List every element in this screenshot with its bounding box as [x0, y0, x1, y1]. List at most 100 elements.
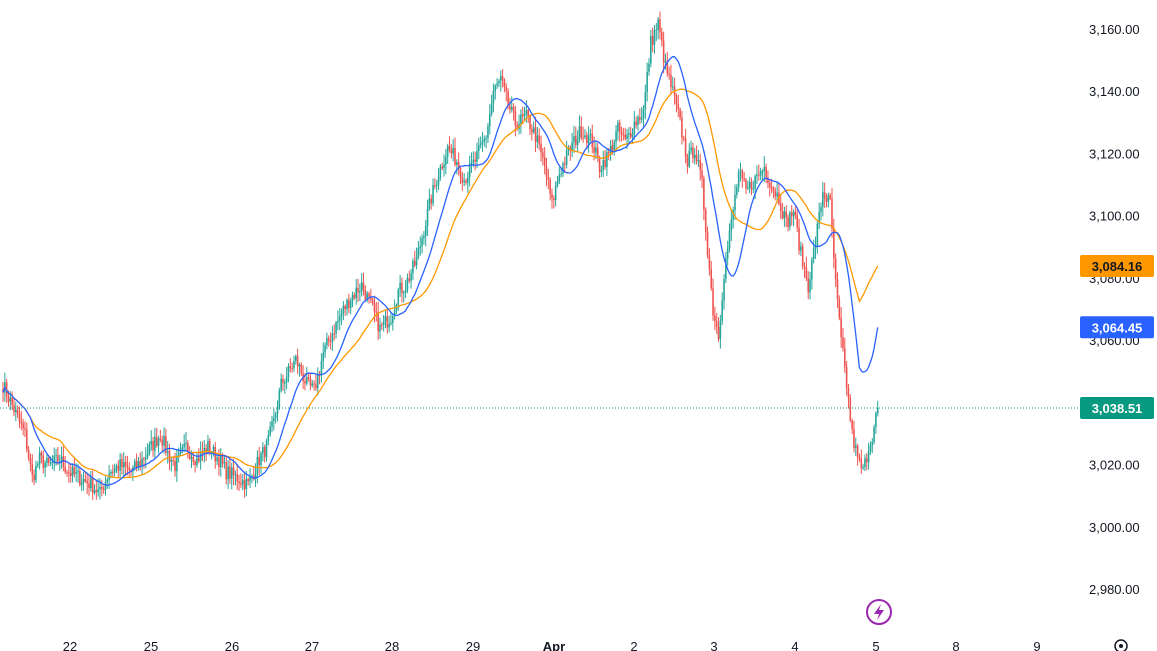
candle-body [75, 472, 77, 474]
candle-body [820, 207, 822, 212]
candle-body [867, 451, 870, 463]
candle-body [564, 163, 566, 165]
candle-body [243, 480, 246, 490]
candle-body [386, 316, 389, 328]
candle-body [280, 378, 282, 391]
candle-body [635, 121, 637, 126]
candle-body [805, 267, 808, 279]
candle-body [187, 442, 189, 453]
y-tick-label: 3,120.00 [1089, 146, 1140, 161]
candle-body [430, 198, 433, 204]
candle-body [448, 145, 451, 150]
candle-body [622, 134, 625, 136]
candle-body [417, 248, 420, 258]
candle-body [527, 110, 530, 117]
candle-body [628, 133, 630, 135]
candle-body [514, 111, 517, 126]
candle-body [135, 461, 138, 468]
fast-ma-line [2, 55, 879, 487]
candle-body [666, 60, 669, 74]
candle-body [613, 142, 616, 151]
candle-body [657, 19, 659, 30]
candle-body [357, 287, 359, 293]
candle-body [426, 208, 429, 226]
candle-body [344, 305, 347, 310]
candle-body [801, 246, 804, 267]
candle-body [675, 95, 678, 105]
candle-body [227, 466, 229, 480]
candle-body [408, 278, 411, 281]
candle-body [604, 159, 606, 167]
candle-body [505, 86, 508, 91]
candle-body [725, 258, 727, 279]
candle-body [479, 143, 482, 146]
candle-body [639, 117, 641, 120]
y-tick-label: 3,020.00 [1089, 458, 1140, 473]
candle-body [289, 366, 292, 369]
candle-body [671, 86, 674, 88]
candle-body [371, 299, 374, 304]
x-tick-label: 4 [791, 639, 798, 651]
x-tick-label: 9 [1033, 639, 1040, 651]
candle-body [119, 459, 121, 471]
candle-body [774, 191, 777, 197]
candle-body [207, 440, 209, 454]
x-tick-label: 25 [144, 639, 158, 651]
x-axis[interactable]: 22 25 26 27 28 29 Apr 2 3 4 5 8 9 [63, 639, 1041, 651]
candle-body [66, 472, 68, 474]
candle-body [329, 341, 332, 343]
candle-body [196, 457, 198, 466]
settings-icon[interactable] [1114, 639, 1128, 651]
candle-body [529, 116, 531, 130]
candle-body [741, 170, 744, 179]
candle-body [790, 212, 793, 217]
candle-body [589, 133, 592, 135]
candle-body [499, 76, 502, 81]
candle-body [241, 480, 244, 485]
candle-body [829, 195, 831, 199]
candle-body [36, 464, 39, 466]
lightning-icon[interactable] [866, 599, 892, 625]
candle-body [295, 356, 297, 361]
candle-body [7, 396, 10, 402]
candle-body [64, 466, 67, 473]
x-tick-label: 26 [225, 639, 239, 651]
candle-body [856, 445, 859, 457]
candle-body [99, 486, 101, 490]
candle-body [542, 152, 544, 158]
y-axis[interactable]: 2,980.003,000.003,020.003,040.003,060.00… [1089, 22, 1140, 597]
candle-body [620, 131, 623, 135]
candle-body [670, 74, 672, 88]
candle-body [525, 110, 528, 115]
candle-body [646, 71, 648, 92]
candle-body [112, 471, 114, 473]
candle-body [653, 30, 656, 45]
candle-body [437, 177, 440, 186]
candle-body [503, 80, 506, 87]
candle-body [743, 178, 745, 180]
candle-body [121, 459, 123, 468]
fast-ma-badge-label: 3,064.45 [1092, 320, 1143, 335]
candle-body [633, 121, 636, 135]
candle-body [311, 383, 314, 386]
candle-body [534, 127, 537, 142]
candle-body [481, 141, 484, 144]
candle-body [593, 147, 595, 153]
candle-body [558, 174, 561, 182]
candle-body [842, 337, 844, 349]
candle-body [221, 456, 224, 464]
candle-body [291, 368, 293, 370]
fast-ma-badge [1080, 316, 1154, 339]
candle-body [177, 453, 180, 456]
candle-body [360, 282, 363, 292]
candle-body [139, 461, 142, 467]
candle-body [79, 471, 81, 485]
candle-body [714, 315, 716, 322]
slow-ma-badge [1080, 254, 1154, 277]
candle-body [155, 436, 158, 446]
x-tick-label: 8 [952, 639, 959, 651]
candle-body [230, 467, 233, 479]
candle-body [490, 103, 493, 115]
candle-body [77, 471, 79, 473]
